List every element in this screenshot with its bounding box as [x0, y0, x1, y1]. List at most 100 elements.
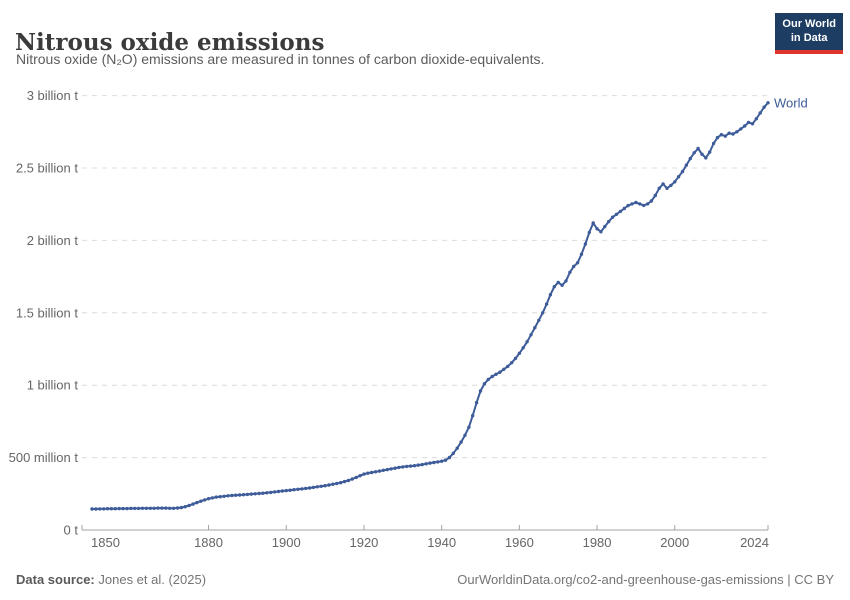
world-series-point[interactable]	[362, 472, 366, 476]
world-series-point[interactable]	[704, 156, 708, 160]
world-series-point[interactable]	[183, 505, 187, 509]
world-series-point[interactable]	[661, 182, 665, 186]
world-series-point[interactable]	[393, 466, 397, 470]
world-series-point[interactable]	[261, 491, 265, 495]
world-series-point[interactable]	[366, 471, 370, 475]
world-series-point[interactable]	[599, 230, 603, 234]
world-series-point[interactable]	[304, 486, 308, 491]
world-series-point[interactable]	[140, 506, 145, 510]
world-series-point[interactable]	[370, 470, 374, 475]
owid-logo[interactable]: Our World in Data	[775, 13, 843, 54]
world-series-point[interactable]	[478, 389, 483, 393]
world-series-point[interactable]	[443, 458, 448, 462]
world-series-point[interactable]	[405, 464, 409, 469]
world-series-point[interactable]	[195, 500, 199, 505]
world-series-point[interactable]	[649, 199, 654, 203]
world-series-point[interactable]	[307, 486, 312, 490]
world-series-point[interactable]	[610, 215, 615, 219]
world-series-point[interactable]	[408, 464, 413, 468]
world-series-point[interactable]	[206, 497, 211, 501]
world-series-point[interactable]	[459, 440, 463, 444]
world-series-point[interactable]	[490, 374, 494, 379]
world-series-point[interactable]	[276, 489, 281, 494]
world-series-point[interactable]	[607, 219, 611, 224]
world-series-point[interactable]	[665, 186, 669, 190]
world-series-point[interactable]	[638, 202, 642, 206]
world-series-point[interactable]	[105, 507, 110, 511]
world-series-point[interactable]	[214, 495, 218, 499]
world-series-point[interactable]	[245, 492, 250, 497]
world-series-point[interactable]	[94, 507, 98, 511]
world-series-point[interactable]	[494, 372, 498, 376]
world-series-point[interactable]	[587, 230, 591, 235]
world-series-point[interactable]	[401, 465, 405, 469]
world-series-point[interactable]	[226, 494, 230, 498]
world-series-point[interactable]	[552, 285, 556, 289]
world-series-line[interactable]	[91, 101, 769, 510]
world-series-point[interactable]	[241, 493, 246, 497]
world-series-point[interactable]	[634, 200, 638, 205]
world-series-point[interactable]	[541, 311, 545, 315]
world-series-point[interactable]	[269, 490, 273, 495]
world-series-point[interactable]	[467, 425, 471, 429]
world-series-point[interactable]	[98, 507, 102, 511]
world-series-point[interactable]	[90, 507, 94, 511]
world-series-point[interactable]	[234, 493, 238, 497]
world-series-point[interactable]	[766, 101, 770, 105]
world-series-point[interactable]	[381, 468, 386, 472]
world-series-point[interactable]	[432, 460, 436, 465]
world-series-point[interactable]	[533, 325, 537, 330]
world-series-point[interactable]	[762, 105, 766, 109]
world-series-point[interactable]	[397, 465, 401, 470]
world-series-point[interactable]	[164, 506, 168, 510]
world-series-point[interactable]	[144, 506, 149, 510]
world-series-point[interactable]	[669, 183, 673, 188]
world-series-point[interactable]	[447, 455, 452, 460]
world-series-point[interactable]	[750, 122, 755, 126]
world-series-point[interactable]	[506, 364, 510, 369]
world-series-point[interactable]	[680, 169, 685, 174]
world-series-point[interactable]	[350, 477, 354, 481]
world-series-point[interactable]	[373, 470, 378, 474]
world-series-point[interactable]	[564, 279, 568, 283]
world-series-point[interactable]	[614, 212, 619, 216]
world-series-point[interactable]	[338, 481, 343, 485]
world-series-point[interactable]	[210, 496, 215, 500]
world-series-point[interactable]	[568, 270, 572, 274]
world-series-point[interactable]	[160, 506, 164, 510]
world-series-point[interactable]	[109, 507, 114, 511]
world-series-point[interactable]	[102, 507, 106, 511]
world-series-point[interactable]	[754, 117, 758, 121]
world-series-point[interactable]	[758, 111, 762, 115]
world-series-point[interactable]	[292, 488, 296, 492]
world-series-point[interactable]	[579, 252, 584, 256]
world-series-point[interactable]	[412, 464, 417, 468]
world-series-point[interactable]	[436, 460, 440, 464]
world-series-point[interactable]	[191, 502, 195, 506]
world-series-point[interactable]	[486, 377, 490, 382]
world-series-point[interactable]	[595, 227, 599, 231]
world-series-point[interactable]	[257, 491, 261, 496]
world-series-point[interactable]	[237, 493, 242, 497]
world-series-point[interactable]	[482, 382, 487, 386]
world-series-point[interactable]	[389, 467, 393, 471]
world-series-point[interactable]	[424, 462, 428, 466]
world-series-point[interactable]	[420, 462, 424, 467]
world-series-point[interactable]	[385, 467, 389, 472]
world-series-point[interactable]	[630, 202, 634, 206]
world-series-point[interactable]	[583, 242, 588, 246]
world-series-point[interactable]	[117, 506, 121, 511]
world-series-point[interactable]	[416, 463, 420, 467]
world-series-point[interactable]	[575, 261, 580, 265]
world-series-point[interactable]	[735, 130, 739, 134]
world-series-point[interactable]	[719, 133, 724, 137]
world-series-point[interactable]	[509, 361, 514, 365]
world-series-point[interactable]	[230, 493, 234, 498]
world-series-point[interactable]	[319, 484, 323, 488]
world-series-point[interactable]	[692, 151, 696, 155]
world-series-point[interactable]	[358, 474, 362, 478]
world-series-point[interactable]	[548, 293, 553, 297]
world-series-point[interactable]	[544, 302, 549, 306]
world-series-point[interactable]	[731, 132, 735, 136]
